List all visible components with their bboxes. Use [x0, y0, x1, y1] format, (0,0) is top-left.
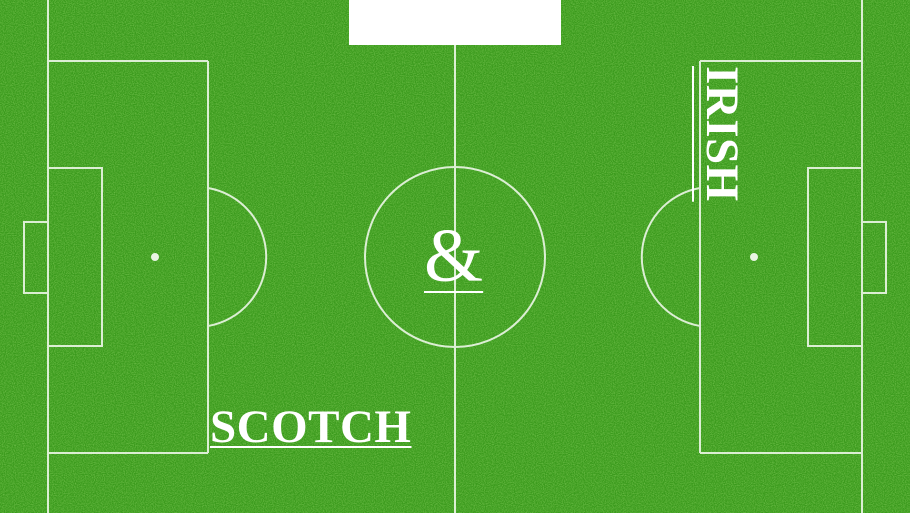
- left-goal: [23, 221, 49, 294]
- left-penalty-arc: [207, 187, 268, 327]
- top-white-box: [349, 0, 561, 45]
- right-goal: [861, 221, 887, 294]
- pitch-markings: [23, 0, 887, 513]
- ampersand-label: &: [424, 214, 484, 298]
- right-penalty-spot: [750, 253, 758, 261]
- centre-circle: [364, 166, 546, 348]
- left-penalty-spot: [151, 253, 159, 261]
- scotch-label: SCOTCH: [210, 401, 412, 453]
- irish-label: IRISH: [696, 66, 748, 202]
- right-penalty-arc: [640, 187, 701, 327]
